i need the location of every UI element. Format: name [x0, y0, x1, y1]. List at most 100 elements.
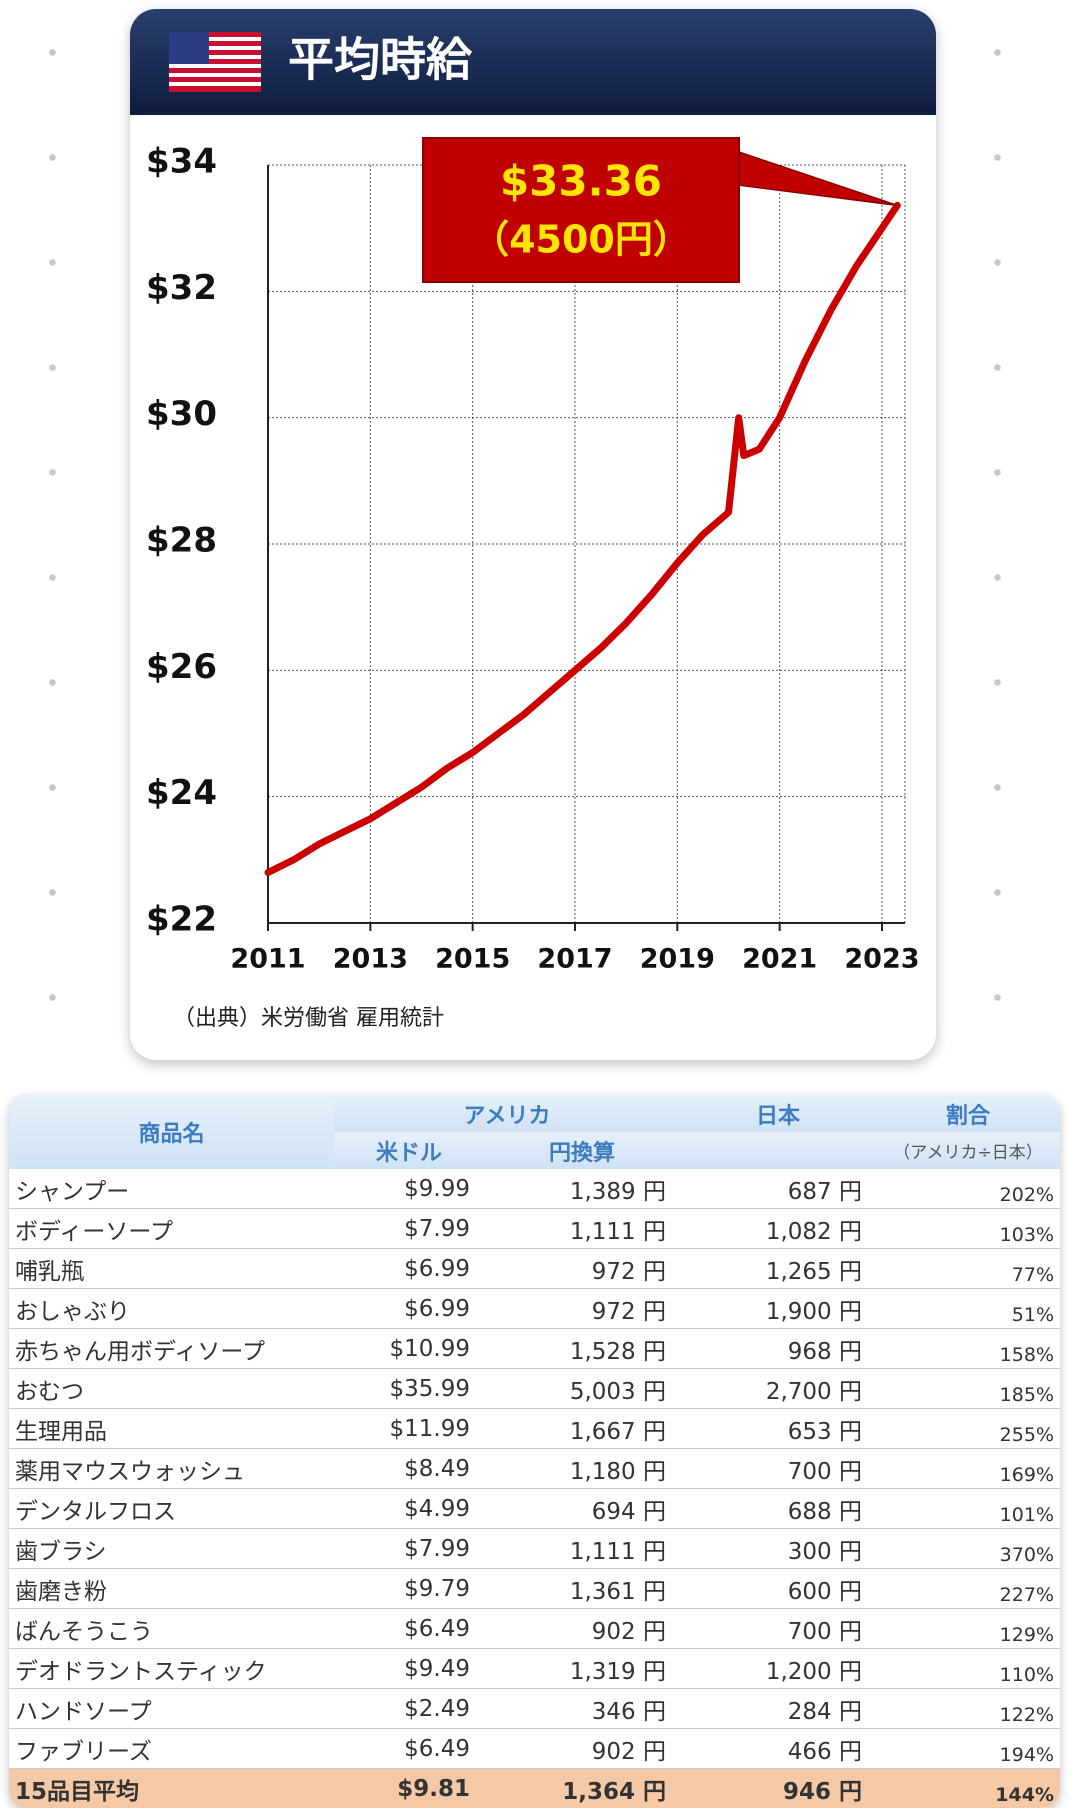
header-name: 商品名 — [9, 1095, 334, 1169]
usd-price: $6.99 — [334, 1289, 484, 1329]
header-ratio-note: （アメリカ÷日本） — [876, 1132, 1060, 1169]
jpy-price: 1,111 円 — [484, 1209, 680, 1249]
item-name: 赤ちゃん用ボディソープ — [9, 1329, 334, 1369]
usd-price: $6.49 — [334, 1729, 484, 1769]
item-name: ボディーソープ — [9, 1209, 334, 1249]
x-tick-label: 2019 — [640, 944, 715, 975]
japan-price: 700 円 — [680, 1449, 876, 1489]
usd-price: $8.49 — [334, 1449, 484, 1489]
item-name: デンタルフロス — [9, 1489, 334, 1529]
y-tick-label: $24 — [146, 773, 217, 813]
y-tick-label: $32 — [146, 268, 217, 308]
item-name: 15品目平均 — [9, 1769, 334, 1808]
usd-price: $10.99 — [334, 1329, 484, 1369]
chart: 平均時給 （出典）米労働省 雇用統計 $22$24$26$28$30$32$34… — [130, 9, 936, 1060]
header-ratio: 割合 — [876, 1095, 1060, 1132]
item-name: ファブリーズ — [9, 1729, 334, 1769]
usd-price: $9.81 — [334, 1769, 484, 1808]
item-name: 歯磨き粉 — [9, 1569, 334, 1609]
ratio: 370% — [876, 1529, 1060, 1569]
japan-price: 653 円 — [680, 1409, 876, 1449]
usd-price: $9.99 — [334, 1169, 484, 1209]
ratio: 255% — [876, 1409, 1060, 1449]
x-tick-label: 2021 — [742, 944, 817, 975]
x-tick-label: 2023 — [844, 944, 919, 975]
usd-price: $6.49 — [334, 1609, 484, 1649]
ratio: 51% — [876, 1289, 1060, 1329]
us-flag — [169, 32, 261, 92]
ratio: 227% — [876, 1569, 1060, 1609]
y-tick-label: $22 — [146, 900, 217, 940]
y-tick-label: $26 — [146, 647, 217, 687]
ratio: 77% — [876, 1249, 1060, 1289]
item-name: デオドラントスティック — [9, 1649, 334, 1689]
japan-price: 700 円 — [680, 1609, 876, 1649]
callout-pointer — [730, 149, 897, 205]
usd-price: $35.99 — [334, 1369, 484, 1409]
ratio: 122% — [876, 1689, 1060, 1729]
usd-price: $7.99 — [334, 1529, 484, 1569]
item-name: ハンドソープ — [9, 1689, 334, 1729]
japan-price: 300 円 — [680, 1529, 876, 1569]
data-line — [268, 205, 897, 872]
header-empty — [680, 1132, 876, 1169]
y-tick-label: $28 — [146, 521, 217, 561]
japan-price: 946 円 — [680, 1769, 876, 1808]
header-usa: アメリカ — [334, 1095, 680, 1132]
header-jpy: 円換算 — [484, 1132, 680, 1169]
item-name: 哺乳瓶 — [9, 1249, 334, 1289]
jpy-price: 1,180 円 — [484, 1449, 680, 1489]
price-table-card: 商品名 アメリカ 日本 割合 米ドル 円換算 （アメリカ÷日本） シャンプー$9… — [9, 1095, 1060, 1808]
item-name: 生理用品 — [9, 1409, 334, 1449]
jpy-price: 1,528 円 — [484, 1329, 680, 1369]
y-tick-label: $30 — [146, 394, 217, 434]
usd-price: $6.99 — [334, 1249, 484, 1289]
header-usd: 米ドル — [334, 1132, 484, 1169]
ratio: 169% — [876, 1449, 1060, 1489]
callout-yen: （4500円） — [471, 218, 691, 262]
japan-price: 284 円 — [680, 1689, 876, 1729]
price-table: 商品名 アメリカ 日本 割合 米ドル 円換算 （アメリカ÷日本） シャンプー$9… — [9, 1095, 1060, 1808]
chart-card: 平均時給 （出典）米労働省 雇用統計 $22$24$26$28$30$32$34… — [130, 9, 936, 1060]
ratio: 144% — [876, 1769, 1060, 1808]
x-tick-label: 2017 — [537, 944, 612, 975]
japan-price: 1,082 円 — [680, 1209, 876, 1249]
jpy-price: 694 円 — [484, 1489, 680, 1529]
item-name: シャンプー — [9, 1169, 334, 1209]
ratio: 103% — [876, 1209, 1060, 1249]
japan-price: 466 円 — [680, 1729, 876, 1769]
x-tick-label: 2015 — [435, 944, 510, 975]
ratio: 158% — [876, 1329, 1060, 1369]
japan-price: 1,265 円 — [680, 1249, 876, 1289]
usd-price: $9.49 — [334, 1649, 484, 1689]
jpy-price: 346 円 — [484, 1689, 680, 1729]
chart-title: 平均時給 — [288, 33, 473, 87]
japan-price: 1,900 円 — [680, 1289, 876, 1329]
jpy-price: 1,389 円 — [484, 1169, 680, 1209]
japan-price: 600 円 — [680, 1569, 876, 1609]
jpy-price: 1,364 円 — [484, 1769, 680, 1808]
item-name: 薬用マウスウォッシュ — [9, 1449, 334, 1489]
y-tick-label: $34 — [146, 142, 217, 182]
jpy-price: 1,667 円 — [484, 1409, 680, 1449]
item-name: おしゃぶり — [9, 1289, 334, 1329]
jpy-price: 1,111 円 — [484, 1529, 680, 1569]
item-name: 歯ブラシ — [9, 1529, 334, 1569]
item-name: ばんそうこう — [9, 1609, 334, 1649]
japan-price: 2,700 円 — [680, 1369, 876, 1409]
japan-price: 1,200 円 — [680, 1649, 876, 1689]
